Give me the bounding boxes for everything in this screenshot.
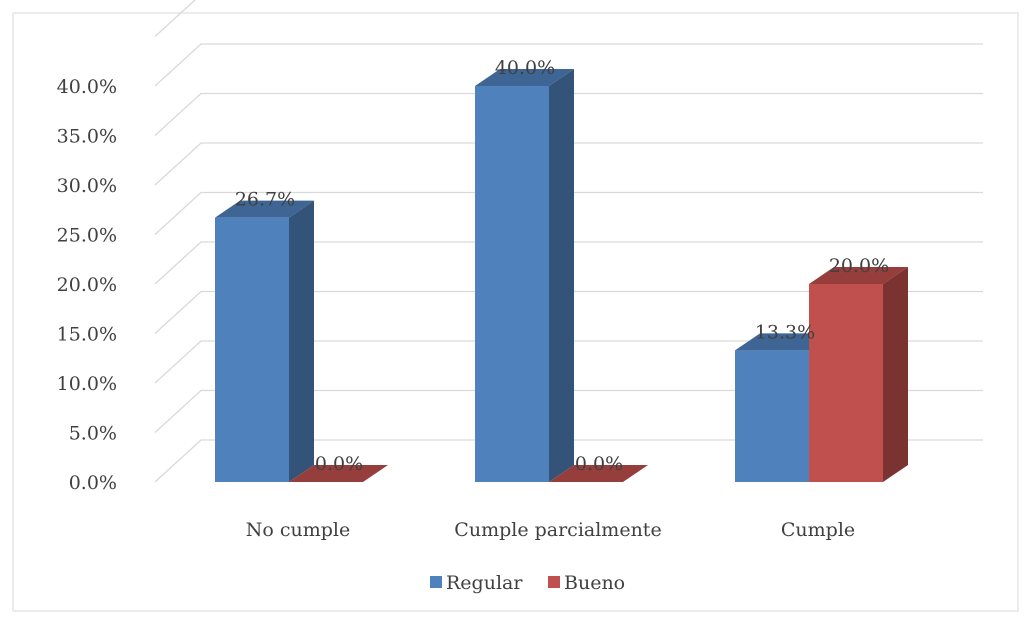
data-label: 20.0% bbox=[829, 255, 889, 277]
x-tick-label: Cumple bbox=[781, 519, 855, 541]
bar-top bbox=[549, 465, 648, 482]
y-axis-tick-labels: 0.0% 5.0% 10.0% 15.0% 20.0% 25.0% 30.0% 35.0% 40… bbox=[57, 76, 117, 494]
bar-regular-2 bbox=[735, 333, 834, 482]
gridline bbox=[154, 142, 983, 186]
bar-side bbox=[549, 69, 574, 482]
y-tick-label: 10.0% bbox=[57, 373, 117, 395]
bar-bueno-2 bbox=[809, 267, 908, 482]
data-labels: 26.7% 0.0% 40.0% 0.0% 13.3% 20.0% bbox=[235, 57, 889, 475]
legend-label: Regular bbox=[446, 572, 523, 594]
gridline bbox=[154, 191, 983, 235]
bar-bueno-1 bbox=[549, 465, 648, 482]
x-axis-tick-labels: No cumple Cumple parcialmente Cumple bbox=[246, 519, 855, 541]
gridline bbox=[154, 290, 983, 334]
bar-bueno-0 bbox=[289, 465, 388, 482]
y-tick-label: 15.0% bbox=[57, 324, 117, 346]
gridline bbox=[154, 241, 983, 285]
data-label: 0.0% bbox=[575, 453, 623, 475]
legend: Regular Bueno bbox=[430, 572, 625, 594]
legend-item-bueno: Bueno bbox=[548, 572, 625, 594]
bar-regular-0 bbox=[215, 200, 314, 483]
legend-label: Bueno bbox=[564, 572, 625, 594]
gridline bbox=[154, 0, 196, 37]
y-tick-label: 35.0% bbox=[57, 126, 117, 148]
bar-front bbox=[215, 217, 289, 483]
data-label: 13.3% bbox=[755, 321, 815, 343]
legend-item-regular: Regular bbox=[430, 572, 523, 594]
gridline bbox=[154, 439, 983, 483]
y-tick-label: 30.0% bbox=[57, 175, 117, 197]
gridline bbox=[154, 92, 983, 136]
legend-swatch bbox=[548, 576, 560, 588]
y-tick-label: 40.0% bbox=[57, 76, 117, 98]
bar-front bbox=[475, 86, 549, 482]
data-label: 0.0% bbox=[315, 453, 363, 475]
bar-top bbox=[215, 200, 314, 218]
y-tick-label: 5.0% bbox=[69, 423, 117, 445]
bar-top bbox=[289, 465, 388, 482]
data-label: 40.0% bbox=[495, 57, 555, 79]
bar-regular-1 bbox=[475, 69, 574, 482]
bars bbox=[215, 69, 908, 483]
x-tick-label: Cumple parcialmente bbox=[454, 519, 661, 541]
x-tick-label: No cumple bbox=[246, 519, 350, 541]
y-tick-label: 0.0% bbox=[69, 472, 117, 494]
bar-top bbox=[809, 267, 908, 284]
bar-side bbox=[289, 200, 314, 483]
y-tick-label: 20.0% bbox=[57, 274, 117, 296]
data-label: 26.7% bbox=[235, 189, 295, 211]
bar-front bbox=[735, 350, 809, 482]
gridline bbox=[154, 43, 983, 87]
gridlines bbox=[154, 0, 983, 483]
bar-front bbox=[809, 284, 883, 482]
gridline bbox=[154, 389, 983, 433]
legend-swatch bbox=[430, 576, 442, 588]
y-tick-label: 25.0% bbox=[57, 225, 117, 247]
gridline bbox=[154, 340, 983, 384]
bar-side bbox=[883, 267, 908, 482]
bar-top bbox=[475, 69, 574, 86]
